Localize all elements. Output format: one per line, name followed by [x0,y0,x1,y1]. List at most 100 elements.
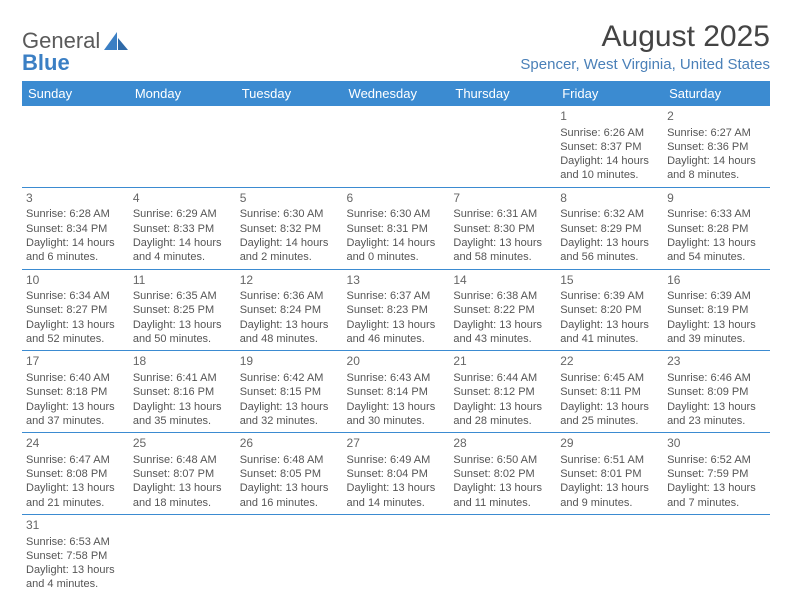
day-cell: 9Sunrise: 6:33 AMSunset: 8:28 PMDaylight… [663,187,770,269]
sunrise-line: Sunrise: 6:39 AM [667,289,766,303]
day-cell: 1Sunrise: 6:26 AMSunset: 8:37 PMDaylight… [556,106,663,187]
sunset-line: Sunset: 8:18 PM [26,385,125,399]
day-number: 2 [667,109,766,125]
sunset-line: Sunset: 8:07 PM [133,467,232,481]
sunset-line: Sunset: 7:58 PM [26,549,125,563]
day-cell: 13Sunrise: 6:37 AMSunset: 8:23 PMDayligh… [343,269,450,351]
daylight-line: Daylight: 13 hours and 28 minutes. [453,400,552,429]
sunset-line: Sunset: 8:12 PM [453,385,552,399]
header: General August 2025 Spencer, West Virgin… [22,20,770,73]
day-number: 6 [347,191,446,207]
day-number: 27 [347,436,446,452]
daylight-line: Daylight: 13 hours and 37 minutes. [26,400,125,429]
day-number: 20 [347,354,446,370]
daylight-line: Daylight: 13 hours and 46 minutes. [347,318,446,347]
day-cell: 7Sunrise: 6:31 AMSunset: 8:30 PMDaylight… [449,187,556,269]
daylight-line: Daylight: 13 hours and 30 minutes. [347,400,446,429]
daylight-line: Daylight: 14 hours and 2 minutes. [240,236,339,265]
sunset-line: Sunset: 8:19 PM [667,303,766,317]
sunset-line: Sunset: 8:29 PM [560,222,659,236]
day-cell: 21Sunrise: 6:44 AMSunset: 8:12 PMDayligh… [449,351,556,433]
day-number: 17 [26,354,125,370]
day-cell: 17Sunrise: 6:40 AMSunset: 8:18 PMDayligh… [22,351,129,433]
day-cell: 27Sunrise: 6:49 AMSunset: 8:04 PMDayligh… [343,433,450,515]
calendar-row: 31Sunrise: 6:53 AMSunset: 7:58 PMDayligh… [22,514,770,595]
daylight-line: Daylight: 13 hours and 56 minutes. [560,236,659,265]
title-block: August 2025 Spencer, West Virginia, Unit… [520,20,770,73]
sunset-line: Sunset: 8:14 PM [347,385,446,399]
sunrise-line: Sunrise: 6:48 AM [240,453,339,467]
calendar-row: 3Sunrise: 6:28 AMSunset: 8:34 PMDaylight… [22,187,770,269]
daylight-line: Daylight: 13 hours and 16 minutes. [240,481,339,510]
day-number: 12 [240,273,339,289]
location-text: Spencer, West Virginia, United States [520,56,770,73]
day-number: 18 [133,354,232,370]
daylight-line: Daylight: 13 hours and 39 minutes. [667,318,766,347]
day-header: Thursday [449,81,556,106]
day-number: 13 [347,273,446,289]
day-header: Sunday [22,81,129,106]
daylight-line: Daylight: 14 hours and 4 minutes. [133,236,232,265]
day-number: 22 [560,354,659,370]
daylight-line: Daylight: 13 hours and 4 minutes. [26,563,125,592]
sunrise-line: Sunrise: 6:27 AM [667,126,766,140]
day-header-row: SundayMondayTuesdayWednesdayThursdayFrid… [22,81,770,106]
sunrise-line: Sunrise: 6:26 AM [560,126,659,140]
sunrise-line: Sunrise: 6:47 AM [26,453,125,467]
day-number: 16 [667,273,766,289]
day-number: 14 [453,273,552,289]
brand-part2: Blue [22,50,70,75]
day-cell: 12Sunrise: 6:36 AMSunset: 8:24 PMDayligh… [236,269,343,351]
daylight-line: Daylight: 14 hours and 0 minutes. [347,236,446,265]
day-cell: 20Sunrise: 6:43 AMSunset: 8:14 PMDayligh… [343,351,450,433]
daylight-line: Daylight: 13 hours and 43 minutes. [453,318,552,347]
sunset-line: Sunset: 8:32 PM [240,222,339,236]
calendar-body: 1Sunrise: 6:26 AMSunset: 8:37 PMDaylight… [22,106,770,596]
empty-cell [449,514,556,595]
daylight-line: Daylight: 13 hours and 52 minutes. [26,318,125,347]
sunset-line: Sunset: 7:59 PM [667,467,766,481]
sunset-line: Sunset: 8:31 PM [347,222,446,236]
day-header: Wednesday [343,81,450,106]
sunset-line: Sunset: 8:23 PM [347,303,446,317]
sunrise-line: Sunrise: 6:34 AM [26,289,125,303]
daylight-line: Daylight: 13 hours and 9 minutes. [560,481,659,510]
day-cell: 25Sunrise: 6:48 AMSunset: 8:07 PMDayligh… [129,433,236,515]
sunrise-line: Sunrise: 6:44 AM [453,371,552,385]
day-header: Friday [556,81,663,106]
sunset-line: Sunset: 8:24 PM [240,303,339,317]
sunrise-line: Sunrise: 6:42 AM [240,371,339,385]
day-cell: 15Sunrise: 6:39 AMSunset: 8:20 PMDayligh… [556,269,663,351]
empty-cell [129,106,236,187]
empty-cell [663,514,770,595]
sunrise-line: Sunrise: 6:30 AM [347,207,446,221]
sunrise-line: Sunrise: 6:49 AM [347,453,446,467]
sunset-line: Sunset: 8:33 PM [133,222,232,236]
day-number: 31 [26,518,125,534]
sunset-line: Sunset: 8:09 PM [667,385,766,399]
daylight-line: Daylight: 13 hours and 48 minutes. [240,318,339,347]
daylight-line: Daylight: 13 hours and 41 minutes. [560,318,659,347]
day-cell: 6Sunrise: 6:30 AMSunset: 8:31 PMDaylight… [343,187,450,269]
daylight-line: Daylight: 13 hours and 7 minutes. [667,481,766,510]
day-cell: 28Sunrise: 6:50 AMSunset: 8:02 PMDayligh… [449,433,556,515]
daylight-line: Daylight: 13 hours and 58 minutes. [453,236,552,265]
sunset-line: Sunset: 8:15 PM [240,385,339,399]
sunset-line: Sunset: 8:05 PM [240,467,339,481]
sail-icon [104,32,130,50]
day-number: 10 [26,273,125,289]
calendar-row: 1Sunrise: 6:26 AMSunset: 8:37 PMDaylight… [22,106,770,187]
empty-cell [343,106,450,187]
day-number: 23 [667,354,766,370]
sunrise-line: Sunrise: 6:32 AM [560,207,659,221]
day-header: Monday [129,81,236,106]
sunrise-line: Sunrise: 6:43 AM [347,371,446,385]
month-title: August 2025 [520,20,770,54]
daylight-line: Daylight: 14 hours and 10 minutes. [560,154,659,183]
sunset-line: Sunset: 8:08 PM [26,467,125,481]
sunrise-line: Sunrise: 6:38 AM [453,289,552,303]
sunset-line: Sunset: 8:02 PM [453,467,552,481]
sunrise-line: Sunrise: 6:37 AM [347,289,446,303]
day-cell: 30Sunrise: 6:52 AMSunset: 7:59 PMDayligh… [663,433,770,515]
sunrise-line: Sunrise: 6:51 AM [560,453,659,467]
